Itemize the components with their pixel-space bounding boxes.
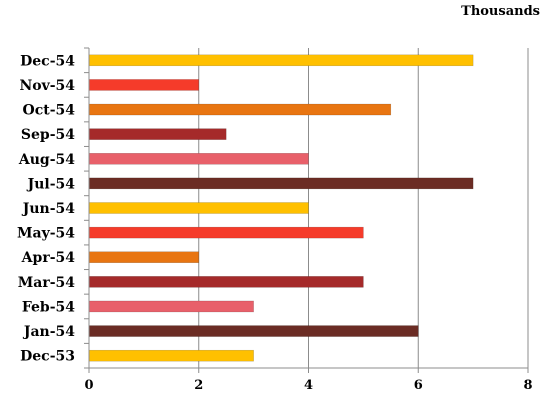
category-label: Jul-54 — [26, 176, 76, 192]
bar-apr-54 — [88, 251, 199, 263]
bars — [88, 54, 474, 362]
bar-nov-54 — [88, 79, 199, 91]
category-label: May-54 — [17, 226, 75, 242]
category-label: Apr-54 — [21, 250, 76, 266]
axes — [84, 47, 529, 373]
category-label: Oct-54 — [23, 103, 76, 119]
bar-may-54 — [88, 226, 364, 239]
category-label: Jan-54 — [22, 324, 75, 340]
category-label: Jun-54 — [21, 201, 76, 217]
bar-oct-54 — [88, 103, 392, 116]
bar-jun-54 — [88, 202, 309, 214]
x-tick-label: 2 — [194, 378, 203, 393]
x-tick-label: 6 — [414, 378, 423, 393]
category-labels: Dec-53 Jan-54 Feb-54 Mar-54 Apr-54 May-54 Jun-… — [17, 53, 75, 364]
category-label: Feb-54 — [22, 299, 75, 315]
category-label: Dec-54 — [20, 53, 75, 69]
bar-feb-54 — [88, 300, 254, 313]
bar-jan-54 — [88, 325, 419, 337]
category-label: Mar-54 — [18, 275, 75, 291]
bar-dec-53 — [88, 349, 254, 362]
category-label: Dec-53 — [20, 349, 75, 365]
bar-dec-54 — [88, 54, 474, 67]
bar-mar-54 — [88, 276, 364, 288]
category-label: Aug-54 — [18, 152, 75, 168]
bar-sep-54 — [88, 128, 227, 140]
category-label: Sep-54 — [21, 127, 75, 143]
units-label: Thousands — [461, 4, 540, 19]
bar-aug-54 — [88, 153, 309, 165]
x-tick-labels: 0 2 4 6 8 — [84, 378, 532, 393]
bar-jul-54 — [88, 177, 474, 190]
category-label: Nov-54 — [19, 78, 75, 94]
x-tick-label: 8 — [523, 378, 532, 393]
x-tick-label: 0 — [84, 378, 93, 393]
x-tick-label: 4 — [304, 378, 313, 393]
